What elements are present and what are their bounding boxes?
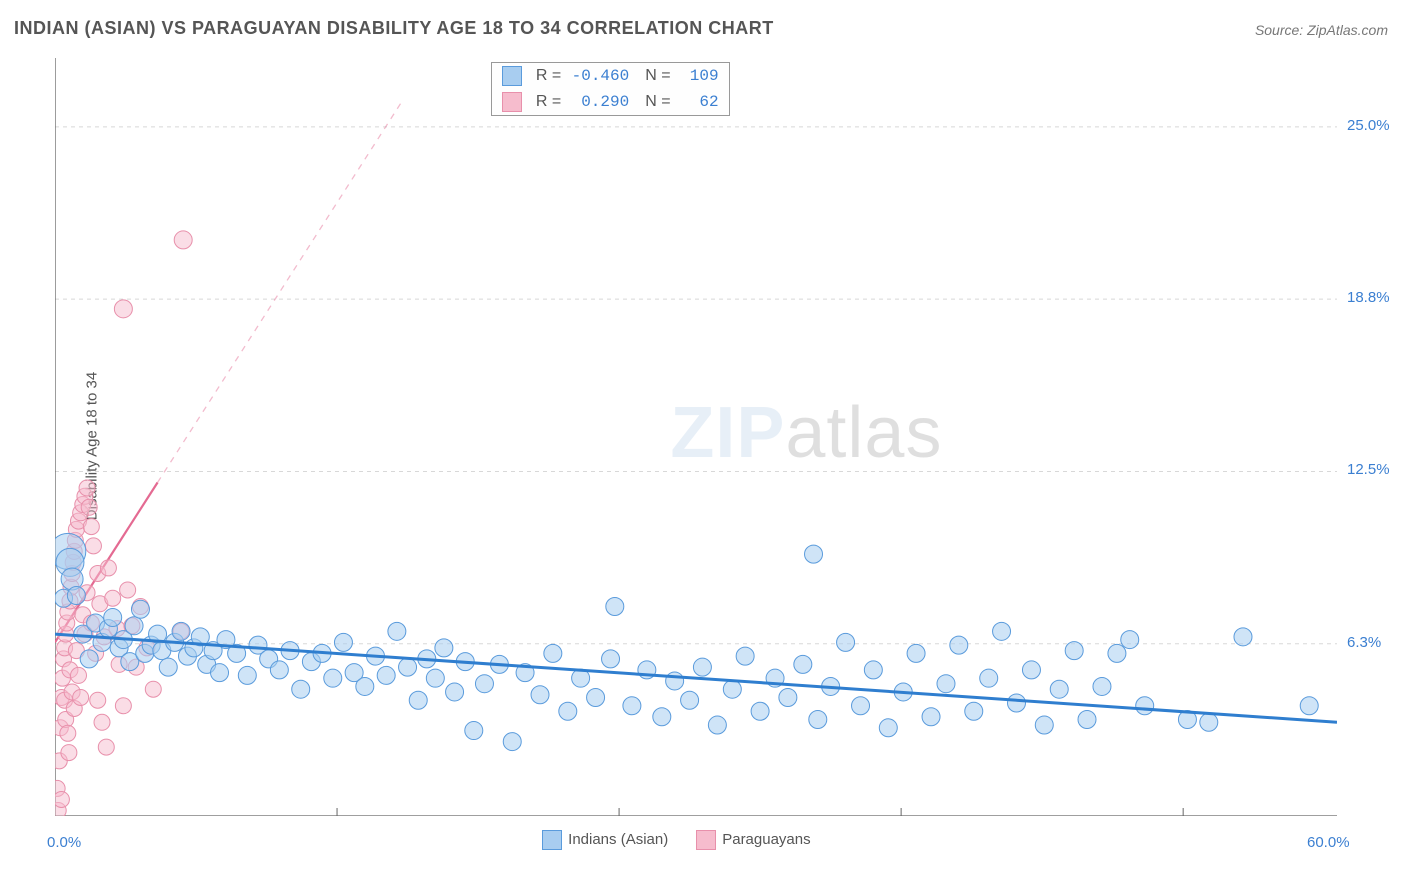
y-tick-label: 6.3% (1347, 634, 1381, 651)
n-value: 62 (679, 93, 719, 111)
source-attribution: Source: ZipAtlas.com (1255, 22, 1388, 38)
stat-swatch (502, 66, 522, 86)
legend-swatch (696, 830, 716, 850)
n-label: N = (645, 93, 670, 111)
stat-row: R = 0.290 N = 62 (492, 89, 729, 115)
stat-swatch (502, 92, 522, 112)
y-tick-label: 12.5% (1347, 461, 1390, 478)
stat-row: R = -0.460 N = 109 (492, 63, 729, 89)
plot-area (55, 58, 1337, 816)
chart-title: INDIAN (ASIAN) VS PARAGUAYAN DISABILITY … (14, 18, 774, 39)
chart-root: INDIAN (ASIAN) VS PARAGUAYAN DISABILITY … (0, 0, 1406, 892)
correlation-stats-box: R = -0.460 N = 109 R = 0.290 N = 62 (491, 62, 730, 116)
x-max-label: 60.0% (1307, 834, 1350, 851)
legend-swatch (542, 830, 562, 850)
legend-item: Paraguayans (696, 830, 810, 850)
r-value: 0.290 (569, 93, 629, 111)
x-min-label: 0.0% (47, 834, 81, 851)
n-value: 109 (679, 67, 719, 85)
r-value: -0.460 (569, 67, 629, 85)
legend-label: Indians (Asian) (568, 831, 668, 848)
y-tick-label: 18.8% (1347, 289, 1390, 306)
series-legend: Indians (Asian) Paraguayans (542, 830, 810, 850)
r-label: R = (536, 93, 561, 111)
r-label: R = (536, 67, 561, 85)
y-tick-label: 25.0% (1347, 117, 1390, 134)
legend-label: Paraguayans (722, 831, 810, 848)
n-label: N = (645, 67, 670, 85)
legend-item: Indians (Asian) (542, 830, 668, 850)
